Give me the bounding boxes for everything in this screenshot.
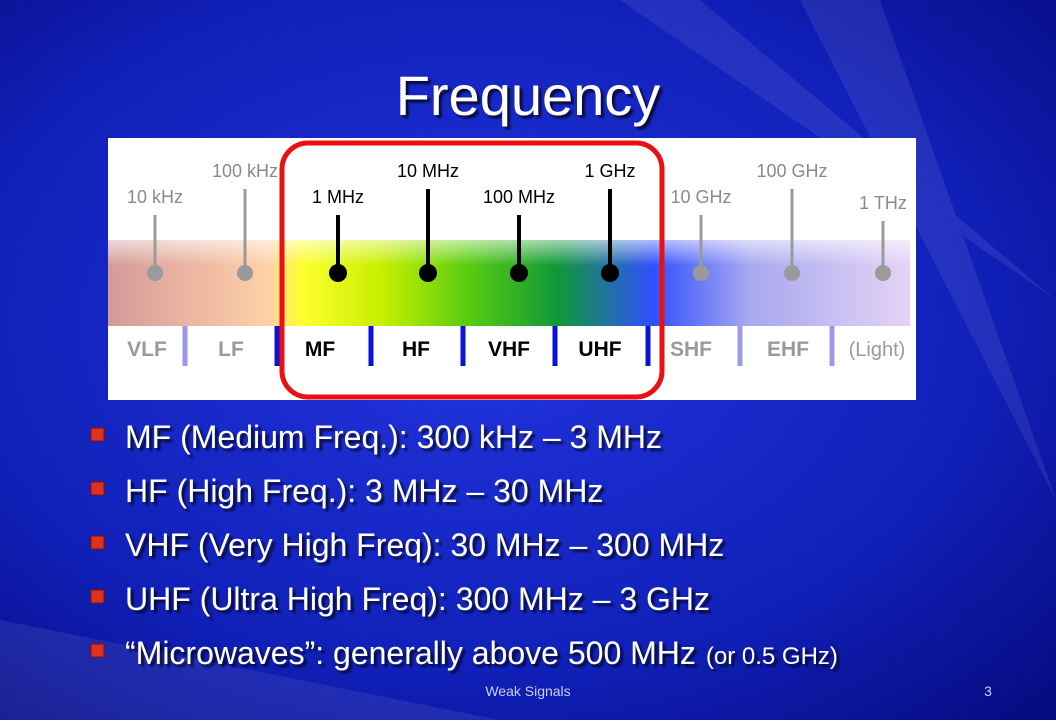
band-label: EHF <box>767 338 809 361</box>
bullet-main: UHF (Ultra High Freq): 300 MHz – 3 GHz <box>125 581 710 617</box>
band-separator <box>274 326 280 366</box>
band-labels: VLF LF MF HF VHF UHF SHF EHF (Light) <box>127 326 905 366</box>
frequency-markers: 10 kHz 100 kHz 1 MHz 10 MHz 100 MHz 1 GHz 10 G… <box>127 161 907 282</box>
marker-dot <box>875 265 891 281</box>
frequency-label: 1 GHz <box>584 161 635 181</box>
frequency-label: 10 MHz <box>397 161 459 181</box>
spectrum-fade <box>108 240 910 326</box>
page-number: 3 <box>984 683 992 699</box>
bullet-marker <box>90 535 105 550</box>
band-separator <box>829 326 835 366</box>
slide-title: Frequency <box>396 64 661 127</box>
band-separator <box>182 326 188 366</box>
marker-dot <box>147 265 163 281</box>
frequency-label: 100 GHz <box>756 161 827 181</box>
bullet-text: MF (Medium Freq.): 300 kHz – 3 MHz <box>125 419 662 455</box>
band-separator <box>460 326 466 366</box>
band-label: LF <box>218 338 244 361</box>
bullet-text: VHF (Very High Freq): 30 MHz – 300 MHz <box>125 527 724 563</box>
bullet-list: MF (Medium Freq.): 300 kHz – 3 MHz HF (Hi… <box>90 419 838 671</box>
bullet-main: “Microwaves”: generally above 500 MHz <box>125 635 696 671</box>
marker-dot <box>784 265 800 281</box>
frequency-label: 1 MHz <box>312 187 364 207</box>
marker-dot <box>510 264 528 282</box>
band-label: UHF <box>578 338 621 361</box>
band-label: HF <box>402 338 430 361</box>
frequency-label: 100 MHz <box>483 187 555 207</box>
bullet-note: (or 0.5 GHz) <box>706 643 838 670</box>
band-label: VLF <box>127 338 167 361</box>
highlight-box <box>279 140 665 400</box>
band-label: VHF <box>488 338 530 361</box>
band-separator <box>645 326 651 366</box>
bullet-text: UHF (Ultra High Freq): 300 MHz – 3 GHz <box>125 581 710 617</box>
marker-dot <box>419 264 437 282</box>
band-label: SHF <box>670 338 712 361</box>
band-label: MF <box>305 338 335 361</box>
marker-dot <box>693 265 709 281</box>
bullet-text: HF (High Freq.): 3 MHz – 30 MHz <box>125 473 603 509</box>
bullet-marker <box>90 589 105 604</box>
bullet-marker <box>90 643 105 658</box>
bullet-main: HF (High Freq.): 3 MHz – 30 MHz <box>125 473 603 509</box>
bullet-text: “Microwaves”: generally above 500 MHz (or… <box>125 635 838 671</box>
bullet-marker <box>90 427 105 442</box>
bullet-main: VHF (Very High Freq): 30 MHz – 300 MHz <box>125 527 724 563</box>
band-label: (Light) <box>849 339 906 361</box>
frequency-label: 10 kHz <box>127 187 183 207</box>
bullet-main: MF (Medium Freq.): 300 kHz – 3 MHz <box>125 419 662 455</box>
band-separator <box>552 326 558 366</box>
frequency-label: 1 THz <box>859 193 907 213</box>
footer-text: Weak Signals <box>485 683 570 699</box>
frequency-label: 100 kHz <box>212 161 278 181</box>
marker-dot <box>237 265 253 281</box>
band-separator <box>737 326 743 366</box>
bullet-marker <box>90 481 105 496</box>
marker-dot <box>601 264 619 282</box>
band-separator <box>368 326 374 366</box>
frequency-label: 10 GHz <box>670 187 731 207</box>
marker-dot <box>329 264 347 282</box>
spectrum-diagram: 10 kHz 100 kHz 1 MHz 10 MHz 100 MHz 1 GHz 10 G… <box>108 138 916 400</box>
